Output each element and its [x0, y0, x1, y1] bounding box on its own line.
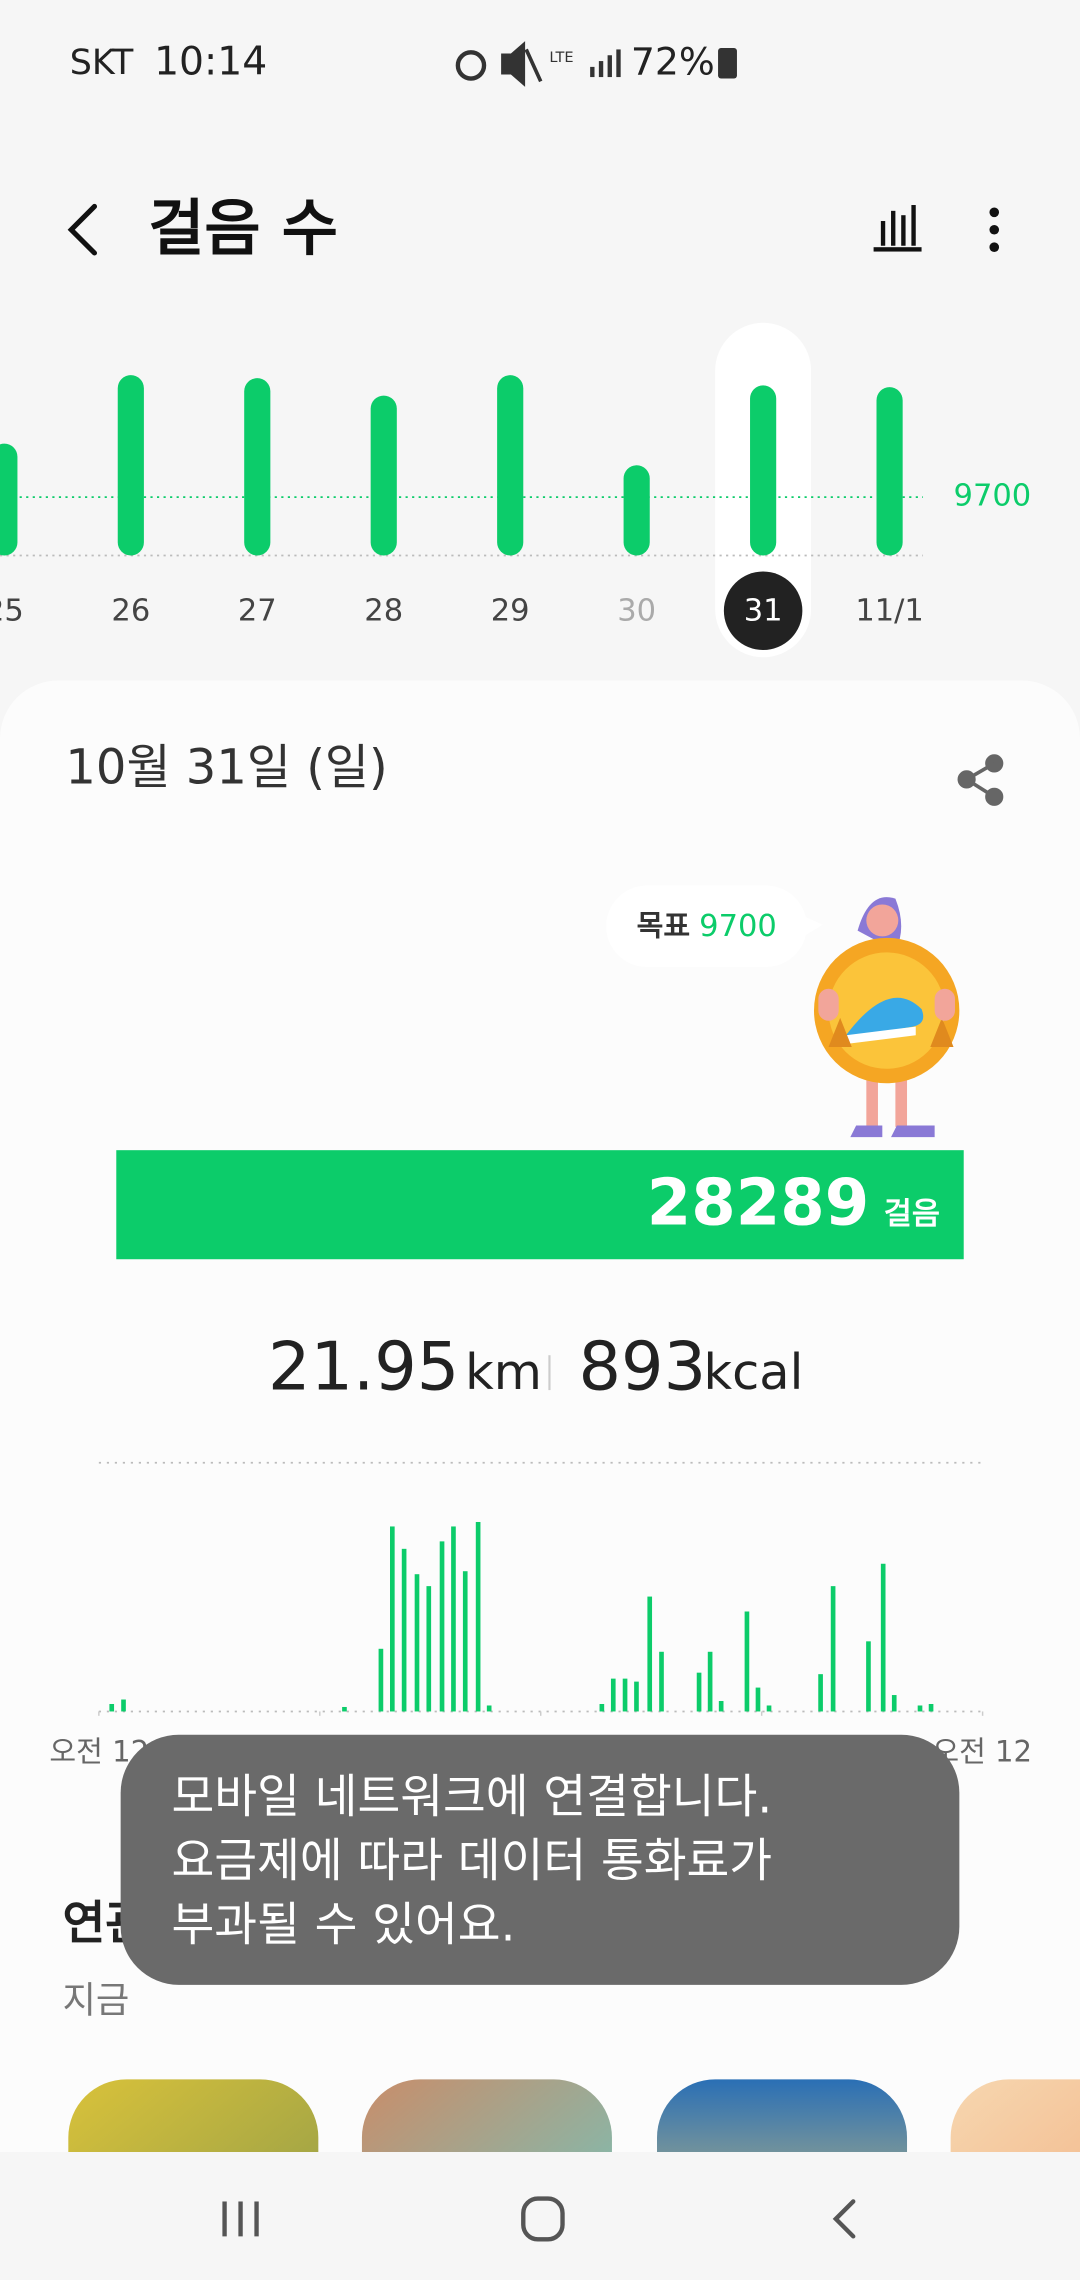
day-label: 31	[744, 594, 783, 629]
summary-card	[0, 680, 1080, 2280]
calories-unit: kcal	[704, 1343, 804, 1401]
steps-unit: 걸음	[884, 1197, 940, 1232]
hour-bar	[830, 1586, 836, 1712]
selected-day-marker	[723, 571, 803, 650]
hour-bar	[818, 1674, 823, 1712]
hour-bar	[766, 1705, 772, 1712]
clock: 10:14	[154, 39, 267, 84]
goal-bubble	[606, 885, 807, 967]
hour-bar	[696, 1672, 702, 1712]
daily-chart: 9700 25 26 27 28 29 30 31 11/1	[0, 322, 1032, 658]
hour-bar	[475, 1521, 481, 1712]
goal-line-label: 9700	[954, 479, 1032, 514]
home-button[interactable]	[521, 2196, 565, 2242]
distance-unit: km	[465, 1343, 542, 1401]
toast	[120, 1734, 960, 1985]
nav-back-button[interactable]	[832, 2199, 856, 2239]
hour-bar	[599, 1703, 605, 1712]
page-title: 걸음 수	[148, 193, 338, 264]
day-label: 27	[238, 594, 277, 629]
toast-line: 모바일 네트워크에 연결합니다.	[172, 1770, 773, 1824]
calories-value: 893	[579, 1328, 707, 1406]
hour-bar	[707, 1651, 713, 1712]
hour-bar	[866, 1641, 871, 1712]
thumbnail[interactable]	[950, 2079, 1080, 2280]
bubble-tail	[803, 916, 823, 937]
hour-bar	[622, 1678, 628, 1712]
day-label: 29	[491, 594, 530, 629]
hour-bar	[610, 1678, 616, 1712]
more-button[interactable]	[989, 207, 1000, 252]
steps-value: 28289	[647, 1166, 869, 1240]
hour-bar	[880, 1563, 886, 1712]
hour-bar	[390, 1526, 395, 1712]
hour-bar	[659, 1651, 664, 1712]
day-bar	[0, 443, 18, 556]
day-bar	[370, 395, 397, 556]
goal-value: 9700	[699, 909, 777, 944]
hour-bar	[462, 1571, 468, 1712]
day-label: 11/1	[855, 594, 924, 629]
day-bar	[876, 387, 903, 556]
status-icons: LTE	[455, 41, 621, 87]
hour-bar	[486, 1705, 492, 1712]
hour-bar	[401, 1548, 407, 1712]
recents-button[interactable]	[222, 2201, 259, 2237]
hour-bar	[647, 1596, 653, 1712]
day-bar	[244, 378, 271, 556]
character-illustration	[813, 897, 960, 1138]
hour-bar	[414, 1574, 420, 1712]
day-label: 25	[0, 594, 24, 629]
hour-bar	[439, 1541, 445, 1712]
hour-bar	[755, 1687, 761, 1712]
day-bar	[750, 385, 777, 556]
hour-bar	[378, 1648, 384, 1712]
thumbnails	[68, 2079, 1080, 2280]
svg-text:LTE: LTE	[549, 50, 573, 66]
hour-bar	[744, 1611, 750, 1712]
nav-bar	[0, 2152, 1080, 2280]
battery-icon	[718, 47, 737, 79]
hour-bar	[451, 1526, 456, 1712]
thumbnail[interactable]	[361, 2079, 612, 2280]
hour-bar	[891, 1695, 897, 1712]
date: 10월 31일 (일)	[65, 740, 387, 796]
hour-bar	[718, 1701, 724, 1712]
goal-label: 목표	[637, 909, 690, 943]
hour-bar	[342, 1706, 347, 1712]
hour-bar	[634, 1681, 639, 1712]
share-button[interactable]	[957, 754, 1004, 806]
hour-bar	[121, 1699, 126, 1712]
related-subtitle: 지금	[63, 1978, 130, 2021]
hour-bar	[109, 1703, 115, 1712]
thumbnail[interactable]	[657, 2079, 908, 2280]
battery-percent: 72%	[631, 39, 715, 83]
day-label: 28	[364, 594, 403, 629]
hour-bar	[426, 1586, 432, 1712]
hour-bar	[928, 1703, 934, 1712]
distance-value: 21.95	[268, 1328, 459, 1406]
day-bar	[623, 465, 650, 556]
day-label: 30	[617, 594, 656, 629]
day-bar	[117, 375, 144, 556]
carrier: SKT	[70, 43, 134, 83]
steps-bar	[116, 1150, 964, 1260]
toast-line: 요금제에 따라 데이터 통화료가	[172, 1834, 773, 1888]
chart-view-button[interactable]	[873, 205, 922, 252]
hour-bar	[917, 1705, 923, 1712]
day-bar	[497, 375, 524, 556]
day-label: 26	[111, 594, 150, 629]
thumbnail[interactable]	[68, 2079, 319, 2280]
back-button[interactable]	[67, 203, 98, 256]
toast-line: 부과될 수 있어요.	[172, 1898, 516, 1952]
